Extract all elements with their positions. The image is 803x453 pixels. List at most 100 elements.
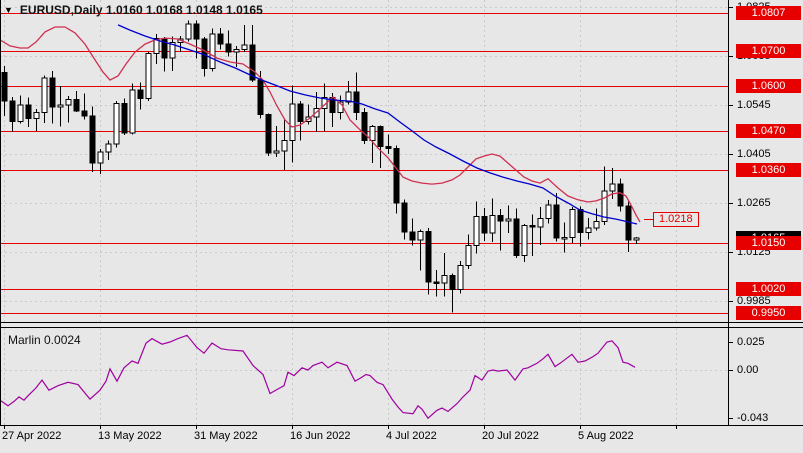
- bullish-candle: [153, 38, 160, 55]
- price-axis[interactable]: [729, 0, 803, 425]
- bullish-candle: [601, 190, 608, 223]
- bearish-candle: [249, 44, 256, 81]
- bullish-candle: [289, 103, 296, 141]
- date-tick-label: 13 May 2022: [98, 430, 162, 442]
- bearish-candle: [449, 274, 456, 290]
- bullish-candle: [441, 274, 448, 284]
- date-tick-label: 4 Jul 2022: [386, 430, 437, 442]
- bullish-candle: [593, 221, 600, 229]
- date-tick-label: 31 May 2022: [194, 430, 258, 442]
- ma-fast-red-line: [0, 26, 641, 223]
- bullish-candle: [273, 150, 280, 154]
- date-tick-label: 27 Apr 2022: [2, 430, 62, 442]
- bullish-candle: [417, 231, 424, 241]
- bullish-candle: [345, 91, 352, 103]
- price-callout[interactable]: 1.0218: [653, 211, 699, 227]
- bullish-candle: [129, 89, 136, 134]
- chart-title-text: EURUSD,Daily 1.0160 1.0168 1.0148 1.0165: [19, 3, 263, 17]
- price-tick-label: 1.0265: [737, 196, 771, 209]
- bearish-candle: [25, 104, 32, 119]
- price-level-badge: 1.0700: [736, 43, 801, 58]
- marlin-line: [0, 334, 636, 420]
- bullish-candle: [113, 103, 120, 145]
- bullish-candle: [489, 215, 496, 234]
- bullish-candle: [521, 224, 528, 256]
- indicator-tick-label: 0.00: [737, 363, 759, 376]
- bullish-candle: [185, 23, 192, 40]
- bullish-candle: [97, 151, 104, 164]
- bearish-candle: [137, 89, 144, 100]
- bearish-candle: [577, 208, 584, 233]
- bullish-candle: [169, 41, 176, 59]
- bullish-candle: [561, 237, 568, 240]
- bearish-candle: [89, 115, 96, 164]
- bearish-candle: [217, 33, 224, 45]
- bearish-candle: [401, 202, 408, 233]
- bearish-candle: [409, 231, 416, 241]
- bearish-candle: [433, 281, 440, 284]
- bullish-candle: [33, 112, 40, 119]
- price-level-badge: 0.9950: [736, 306, 801, 321]
- bearish-candle: [121, 103, 128, 134]
- bearish-candle: [553, 204, 560, 239]
- bullish-candle: [145, 53, 152, 100]
- price-level-badge: 1.0020: [736, 281, 801, 296]
- bullish-candle: [457, 265, 464, 290]
- bearish-candle: [193, 23, 200, 40]
- date-tick-label: 20 Jul 2022: [482, 430, 539, 442]
- bearish-candle: [385, 146, 392, 149]
- price-level-badge: 1.0150: [736, 236, 801, 251]
- chart-title: ▼ EURUSD,Daily 1.0160 1.0168 1.0148 1.016…: [4, 3, 263, 17]
- date-tick-label: 5 Aug 2022: [578, 430, 634, 442]
- indicator-tick-label: 0.025: [737, 335, 765, 348]
- bearish-candle: [513, 218, 520, 257]
- bearish-candle: [49, 77, 56, 108]
- bullish-candle: [369, 125, 376, 142]
- price-level-badge: 1.0600: [736, 78, 801, 93]
- bearish-candle: [393, 147, 400, 204]
- bearish-candle: [361, 111, 368, 142]
- bullish-candle: [105, 143, 112, 153]
- bearish-candle: [481, 216, 488, 234]
- bearish-candle: [81, 110, 88, 117]
- price-tick-label: 1.0545: [737, 98, 771, 111]
- bearish-candle: [297, 103, 304, 122]
- object-marker-icon: ▼: [4, 5, 13, 15]
- bearish-candle: [425, 231, 432, 283]
- bullish-candle: [209, 33, 216, 70]
- bearish-candle: [257, 79, 264, 115]
- price-level-badge: 1.0470: [736, 124, 801, 139]
- bullish-candle: [569, 208, 576, 239]
- bearish-candle: [529, 224, 536, 228]
- price-tick-label: 1.0405: [737, 147, 771, 160]
- bullish-candle: [633, 237, 640, 241]
- bullish-candle: [465, 244, 472, 267]
- price-level-badge: 1.0360: [736, 162, 801, 177]
- bearish-candle: [497, 215, 504, 222]
- bearish-candle: [617, 183, 624, 207]
- bullish-candle: [17, 104, 24, 122]
- indicator-label: Marlin 0.0024: [8, 333, 81, 347]
- bullish-candle: [505, 218, 512, 222]
- indicator-tick-label: -0.043: [737, 411, 769, 424]
- date-tick-label: 16 Jun 2022: [290, 430, 351, 442]
- bullish-candle: [57, 104, 64, 108]
- bullish-candle: [281, 139, 288, 152]
- price-tick-label: 0.9985: [737, 294, 771, 307]
- bullish-candle: [41, 77, 48, 114]
- bearish-candle: [1, 71, 8, 102]
- bearish-candle: [377, 125, 384, 148]
- bearish-candle: [225, 43, 232, 53]
- bullish-candle: [233, 49, 240, 53]
- bullish-candle: [473, 216, 480, 246]
- price-level-badge: 1.0807: [736, 6, 801, 21]
- bullish-candle: [609, 183, 616, 192]
- bullish-candle: [585, 227, 592, 233]
- bullish-candle: [545, 204, 552, 219]
- ma-slow-blue-line: [117, 24, 638, 225]
- bearish-candle: [265, 113, 272, 154]
- bullish-candle: [65, 98, 72, 106]
- bearish-candle: [73, 98, 80, 112]
